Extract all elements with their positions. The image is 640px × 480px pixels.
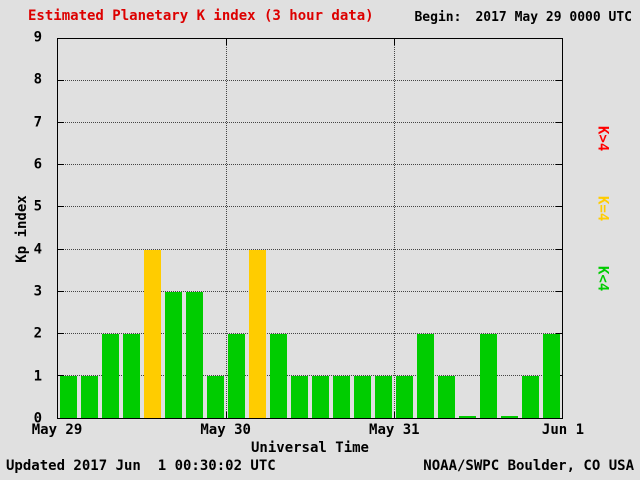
gridline-horizontal: [58, 332, 562, 334]
x-tick-labels: May 29 May 30 May 31 Jun 1: [32, 422, 584, 439]
y-tick-label: 8: [33, 72, 42, 89]
kp-bar: [417, 333, 434, 418]
legend-label: K=4: [594, 196, 611, 222]
x-tick-mark: [225, 39, 227, 45]
kp-bar: [186, 291, 203, 418]
y-tick-mark: [58, 80, 64, 82]
y-tick-mark: [556, 290, 562, 292]
y-tick-mark: [58, 332, 64, 334]
begin-label: Begin:: [414, 10, 462, 25]
kp-bar: [81, 375, 98, 418]
y-tick-label: 0: [33, 410, 42, 427]
y-tick-mark: [58, 290, 64, 292]
gridline-horizontal: [58, 80, 562, 82]
x-tick-mark: [225, 412, 227, 418]
kp-bar: [228, 333, 245, 418]
gridline-vertical: [225, 39, 227, 418]
y-tick-mark: [556, 80, 562, 82]
gridline-horizontal: [58, 248, 562, 250]
kp-bar: [438, 375, 455, 418]
kp-bar: [249, 249, 266, 418]
gridline-horizontal: [58, 290, 562, 292]
y-tick-mark: [556, 206, 562, 208]
legend-label: K>4: [594, 126, 611, 152]
y-tick-mark: [556, 248, 562, 250]
gridline-horizontal: [58, 164, 562, 166]
begin-value: 2017 May 29 0000 UTC: [475, 10, 632, 25]
kp-bar: [543, 333, 560, 418]
kp-bar: [60, 375, 77, 418]
y-tick-label: 2: [33, 326, 42, 343]
y-tick-mark: [58, 164, 64, 166]
kp-bar: [144, 249, 161, 418]
y-tick-mark: [58, 248, 64, 250]
y-tick-mark: [58, 122, 64, 124]
kp-bar: [375, 375, 392, 418]
kp-bar: [480, 333, 497, 418]
y-tick-mark: [556, 164, 562, 166]
legend: K>4 K=4 K<4: [594, 0, 618, 480]
y-tick-mark: [556, 122, 562, 124]
y-tick-label: 4: [33, 241, 42, 258]
kp-bar: [207, 375, 224, 418]
chart-title: Estimated Planetary K index (3 hour data…: [28, 8, 374, 24]
gridline-horizontal: [58, 122, 562, 124]
y-tick-label: 1: [33, 368, 42, 385]
x-tick-label: May 30: [200, 422, 251, 438]
y-tick-label: 7: [33, 114, 42, 131]
kp-bar: [501, 416, 518, 418]
kp-bar: [459, 416, 476, 418]
y-tick-mark: [58, 374, 64, 376]
kp-bar: [165, 291, 182, 418]
kp-bar: [396, 375, 413, 418]
legend-label: K<4: [594, 266, 611, 292]
kp-bar: [522, 375, 539, 418]
y-tick-label: 3: [33, 283, 42, 300]
source-text: NOAA/SWPC Boulder, CO USA: [423, 458, 634, 474]
gridline-vertical: [394, 39, 395, 418]
gridline-horizontal: [58, 206, 562, 208]
x-tick-mark: [394, 412, 395, 418]
updated-text: Updated 2017 Jun 1 00:30:02 UTC: [6, 458, 276, 474]
x-tick-mark: [394, 39, 395, 45]
y-tick-mark: [556, 332, 562, 334]
kp-bar: [354, 375, 371, 418]
kp-bar: [291, 375, 308, 418]
y-tick-labels: 0 1 2 3 4 5 6 7 8 9: [0, 31, 50, 426]
plot-area: [57, 38, 563, 419]
kp-bar: [102, 333, 119, 418]
y-tick-label: 5: [33, 199, 42, 216]
y-tick-mark: [58, 206, 64, 208]
kp-bar: [312, 375, 329, 418]
y-tick-label: 9: [33, 29, 42, 46]
gridline-horizontal: [58, 374, 562, 376]
kp-bar: [123, 333, 140, 418]
begin-time: Begin: 2017 May 29 0000 UTC: [414, 10, 632, 25]
x-axis-title: Universal Time: [250, 440, 369, 456]
x-tick-label: Jun 1: [541, 422, 585, 438]
y-tick-label: 6: [33, 156, 42, 173]
x-tick-label: May 29: [31, 422, 83, 438]
kp-bar: [270, 333, 287, 418]
kp-bar: [333, 375, 350, 418]
x-tick-label: May 31: [369, 422, 420, 438]
